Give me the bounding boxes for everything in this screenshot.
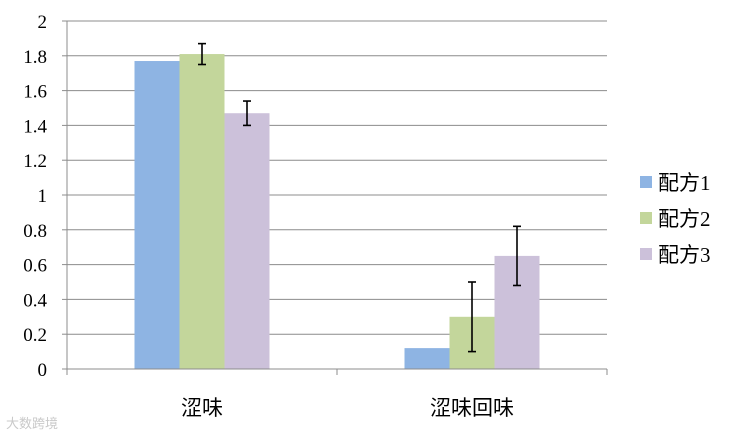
bar (134, 61, 180, 370)
legend-swatch (640, 212, 652, 224)
category-labels: 涩味 涩味回味 (181, 396, 514, 420)
y-tick-label: 2 (38, 12, 48, 33)
error-bars (198, 42, 521, 353)
y-tick-label: 0.4 (23, 290, 47, 311)
category-label: 涩味回味 (430, 396, 514, 420)
y-tick-label: 0.6 (23, 256, 47, 277)
category-label: 涩味 (181, 396, 223, 420)
bar (224, 113, 270, 369)
y-tick-label: 0.8 (23, 221, 47, 242)
bars (134, 54, 540, 370)
legend-swatch (640, 248, 652, 260)
axes (62, 20, 608, 375)
legend-swatch (640, 176, 652, 188)
legend: 配方1 配方2 配方3 (640, 171, 711, 267)
bar (404, 348, 450, 369)
legend-label: 配方2 (658, 207, 711, 231)
watermark: 大数跨境 (6, 417, 59, 432)
y-tick-label: 1 (38, 186, 48, 207)
y-tick-label: 0 (38, 360, 48, 381)
legend-label: 配方3 (658, 243, 711, 267)
y-tick-labels: 0 0.2 0.4 0.6 0.8 1 1.2 1.4 1.6 1.8 2 (23, 12, 47, 381)
y-tick-label: 0.2 (23, 325, 47, 346)
y-tick-label: 1.2 (23, 151, 47, 172)
legend-label: 配方1 (658, 171, 711, 195)
bar (179, 54, 225, 370)
y-tick-label: 1.8 (23, 47, 47, 68)
y-tick-label: 1.6 (23, 82, 47, 103)
y-tick-label: 1.4 (23, 116, 47, 137)
